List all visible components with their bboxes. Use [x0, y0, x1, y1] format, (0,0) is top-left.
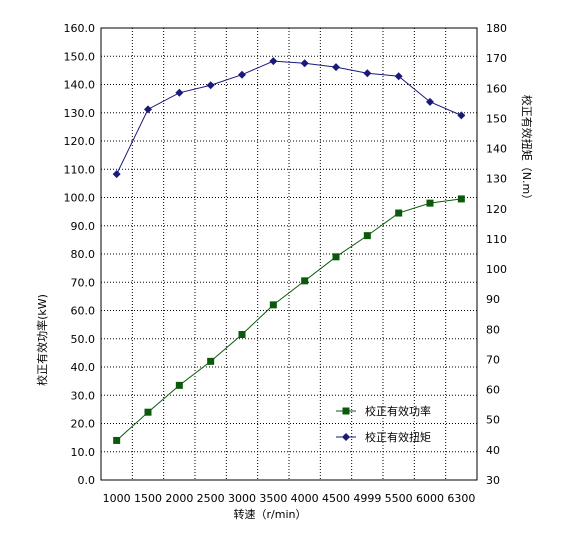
power-data-point — [269, 301, 277, 309]
right-tick-label: 90 — [486, 293, 500, 306]
power-data-point — [301, 277, 309, 285]
series-line-power — [116, 198, 462, 441]
legend: 校正有效功率 校正有效扭矩 — [336, 404, 431, 444]
right-tick-label: 50 — [486, 414, 500, 427]
power-data-point — [395, 209, 403, 217]
right-tick-label: 150 — [486, 112, 507, 125]
x-tick-label: 4999 — [353, 492, 381, 505]
series-line-torque — [116, 60, 462, 175]
left-tick-label: 90.0 — [71, 220, 96, 233]
right-tick-label: 100 — [486, 263, 507, 276]
x-tick-label: 2000 — [165, 492, 193, 505]
left-tick-label: 150.0 — [64, 50, 96, 63]
left-tick-label: 50.0 — [71, 333, 96, 346]
left-tick-label: 100.0 — [64, 192, 96, 205]
torque-data-point — [238, 70, 246, 79]
torque-data-point — [112, 170, 121, 179]
x-tick-label: 2500 — [197, 492, 225, 505]
left-tick-label: 10.0 — [71, 446, 96, 459]
x-tick-label: 6000 — [416, 492, 444, 505]
power-data-point — [238, 331, 246, 339]
power-data-point — [113, 436, 121, 444]
torque-data-point — [332, 63, 340, 72]
right-tick-label: 180 — [486, 22, 507, 35]
power-data-point — [207, 357, 215, 365]
legend-power-label: 校正有效功率 — [365, 404, 431, 418]
right-tick-label: 160 — [486, 82, 507, 95]
x-tick-label: 3000 — [228, 492, 256, 505]
right-tick-label: 40 — [486, 444, 500, 457]
right-tick-label: 30 — [486, 474, 500, 487]
left-tick-label: 160.0 — [64, 22, 96, 35]
left-tick-label: 20.0 — [71, 418, 96, 431]
power-data-point — [332, 253, 340, 261]
right-tick-label: 60 — [486, 384, 500, 397]
x-tick-label: 1000 — [103, 492, 131, 505]
x-tick-label: 6300 — [447, 492, 475, 505]
x-tick-label: 5500 — [385, 492, 413, 505]
left-tick-label: 110.0 — [64, 163, 96, 176]
torque-data-point — [144, 105, 152, 114]
legend-torque-marker — [342, 433, 350, 441]
legend-power-marker — [342, 407, 350, 415]
power-data-point — [426, 199, 434, 207]
right-tick-label: 140 — [486, 143, 507, 156]
x-tick-label: 4000 — [291, 492, 319, 505]
legend-item-torque: 校正有效扭矩 — [336, 430, 431, 444]
torque-data-point — [269, 57, 278, 66]
x-axis-label: 转速（r/min） — [234, 507, 307, 521]
plot-frame — [100, 27, 478, 481]
left-axis: 0.0 10.0 20.0 30.0 40.0 50.0 60.0 70.0 80.0 90.0 1… — [64, 22, 96, 487]
right-tick-label: 80 — [486, 323, 500, 336]
power-data-point — [175, 381, 183, 389]
left-tick-label: 40.0 — [71, 361, 96, 374]
x-tick-label: 3500 — [259, 492, 287, 505]
right-tick-label: 170 — [486, 52, 507, 65]
power-data-point — [457, 195, 465, 203]
legend-torque-label: 校正有效扭矩 — [365, 430, 431, 444]
x-tick-label: 4500 — [322, 492, 350, 505]
y-left-axis-label: 校正有效功率(kW) — [35, 294, 49, 386]
torque-data-point — [206, 81, 215, 90]
right-axis: 30 40 50 60 70 80 90 100 110 120 130 140 150 160 170 18… — [486, 22, 507, 487]
left-tick-label: 60.0 — [71, 305, 96, 318]
y-right-axis-label: 校正有效扭矩（N.m） — [520, 95, 534, 205]
torque-data-point — [394, 72, 403, 81]
left-tick-label: 80.0 — [71, 248, 96, 261]
torque-data-point — [457, 111, 466, 120]
torque-data-point — [175, 88, 184, 97]
left-tick-label: 130.0 — [64, 107, 96, 120]
torque-data-point — [426, 97, 434, 106]
x-axis: 1000 1500 2000 2500 3000 3500 4000 4500 4999 5500… — [103, 492, 476, 505]
left-tick-label: 70.0 — [71, 276, 96, 289]
left-tick-label: 120.0 — [64, 135, 96, 148]
x-tick-label: 1500 — [134, 492, 162, 505]
power-data-point — [363, 232, 371, 240]
left-tick-label: 30.0 — [71, 389, 96, 402]
left-tick-label: 0.0 — [78, 474, 96, 487]
grid — [101, 27, 477, 481]
series-layer — [112, 57, 466, 444]
right-tick-label: 110 — [486, 233, 507, 246]
right-tick-label: 130 — [486, 173, 507, 186]
right-tick-label: 120 — [486, 203, 507, 216]
right-tick-label: 70 — [486, 353, 500, 366]
torque-data-point — [363, 69, 372, 78]
legend-item-power: 校正有效功率 — [336, 404, 431, 418]
torque-data-point — [300, 59, 309, 68]
left-tick-label: 140.0 — [64, 79, 96, 92]
power-data-point — [144, 408, 152, 416]
